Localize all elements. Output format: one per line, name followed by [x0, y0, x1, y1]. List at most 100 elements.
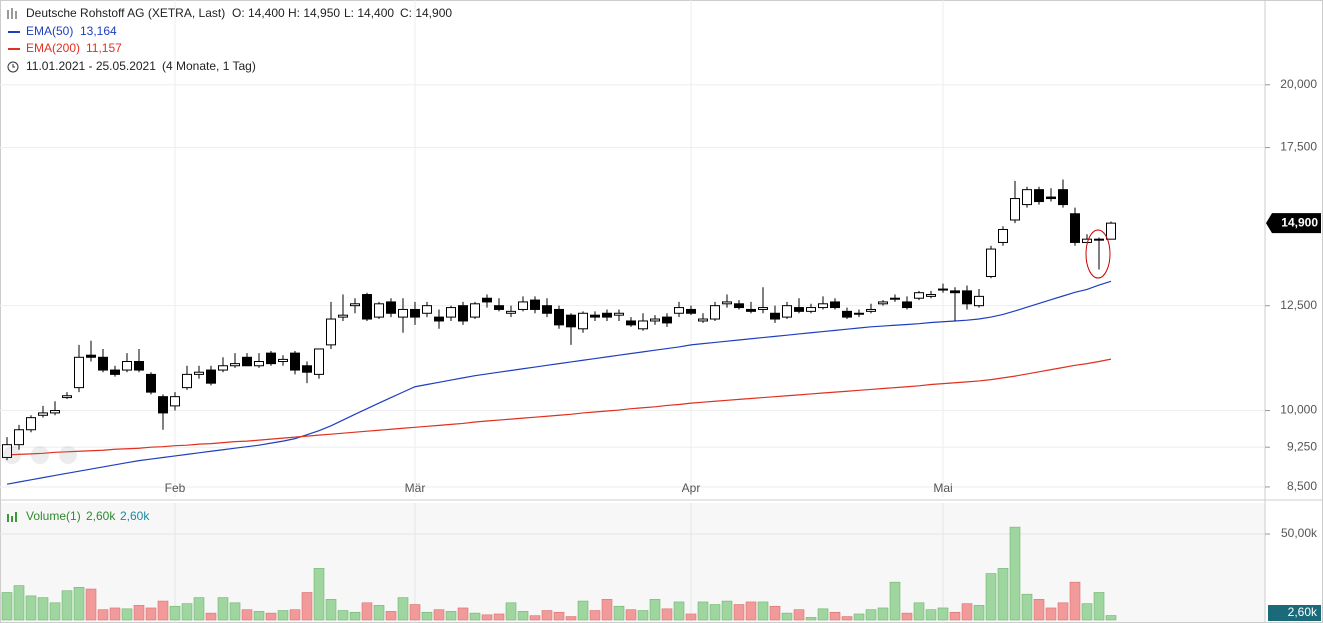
candle-body [134, 361, 144, 371]
y-tick-label: 9,250 [1287, 439, 1317, 453]
candle-body [806, 307, 816, 312]
volume-bar [553, 611, 565, 621]
candle-body [170, 396, 180, 407]
volume-bar [13, 585, 25, 621]
price-tag-label: 14,900 [1281, 215, 1318, 229]
volume-bar [937, 607, 949, 621]
candle-body [518, 301, 528, 310]
header: Deutsche Rohstoff AG (XETRA, Last) O: 14… [7, 6, 452, 523]
volume-bar [625, 609, 637, 621]
candle-body [926, 294, 936, 297]
volume-bar [241, 609, 253, 621]
volume-bar [157, 600, 169, 621]
candle-body [878, 301, 888, 305]
volume-bar [433, 609, 445, 621]
candle-body [2, 444, 12, 458]
watermark [3, 446, 77, 464]
volume-bar [385, 611, 397, 621]
candle-body [278, 358, 288, 363]
volume-bar [601, 599, 613, 621]
candle-body [902, 301, 912, 309]
volume-bar [1045, 607, 1057, 621]
volume-bar [697, 601, 709, 621]
volume-bar [361, 602, 373, 621]
volume-bar [121, 608, 133, 621]
volume-bar [181, 603, 193, 621]
candle-body [458, 305, 468, 322]
candle-body [374, 303, 384, 318]
high: H: 14,950 [288, 6, 340, 20]
legend-value: 13,164 [80, 24, 117, 38]
candle-body [446, 307, 456, 318]
legend-value: 11,157 [86, 41, 122, 55]
candle-body [866, 308, 876, 312]
volume-bar [913, 602, 925, 621]
candle-body [686, 308, 696, 314]
candle-body [38, 412, 48, 416]
volume-bar [481, 614, 493, 621]
candle-body [362, 294, 372, 320]
volume-bar [733, 604, 745, 621]
candle-body [482, 297, 492, 303]
volume-bar [985, 573, 997, 621]
candle-body [638, 320, 648, 330]
volume-bar [61, 590, 73, 621]
ema-line [6, 280, 1112, 485]
volume-bar [541, 610, 553, 621]
candle-body [26, 417, 36, 431]
volume-bar [301, 592, 313, 621]
volume-bar [169, 605, 181, 621]
price-tag [1266, 213, 1321, 234]
candle-body [1106, 222, 1116, 240]
candle-body [206, 369, 216, 384]
volume-bar [973, 605, 985, 621]
candle-body [1034, 189, 1044, 203]
candle-body [710, 305, 720, 320]
volume-tag [1268, 605, 1321, 621]
candle-body [674, 307, 684, 314]
volume-bar [1009, 526, 1021, 621]
volume-bar [25, 595, 37, 621]
volume-bar [925, 609, 937, 621]
volume-bar [133, 605, 145, 621]
candle-body [662, 316, 672, 324]
candle-body [1058, 189, 1068, 206]
volume-bar [709, 604, 721, 621]
volume-bar [1021, 593, 1033, 621]
candle-body [182, 373, 192, 389]
candle-body [122, 361, 132, 371]
annotation-circle [1085, 229, 1111, 279]
candle-body [1094, 238, 1104, 241]
candle-body [62, 395, 72, 399]
candle-body [470, 303, 480, 318]
volume-bar [493, 613, 505, 621]
volume-bar [277, 610, 289, 621]
candle-body [74, 356, 84, 389]
candle-body [98, 356, 108, 371]
volume-bar [145, 607, 157, 621]
candle-body [290, 352, 300, 371]
legend-label: EMA(200) [26, 41, 80, 55]
volume-bar [1093, 592, 1105, 621]
candle-body [950, 290, 960, 294]
volume-bar [349, 611, 361, 621]
y-tick-label: 50,00k [1281, 526, 1318, 540]
candle-body [782, 305, 792, 318]
candle-body [14, 429, 24, 446]
volume-bar [649, 599, 661, 621]
volume-bar [193, 597, 205, 621]
x-tick-label: Mai [933, 481, 952, 495]
volume-bar [517, 611, 529, 621]
y-tick-label: 8,500 [1287, 479, 1317, 493]
volume-bar [397, 597, 409, 621]
candle-body [50, 410, 60, 414]
candle-body [890, 297, 900, 300]
candle-body [1082, 238, 1092, 243]
volume-bar [613, 605, 625, 621]
volume-bar [1081, 603, 1093, 621]
volume-bar [805, 617, 817, 621]
candle-body [1022, 189, 1032, 206]
period: (4 Monate, 1 Tag) [162, 59, 256, 73]
volume-bar [421, 611, 433, 621]
